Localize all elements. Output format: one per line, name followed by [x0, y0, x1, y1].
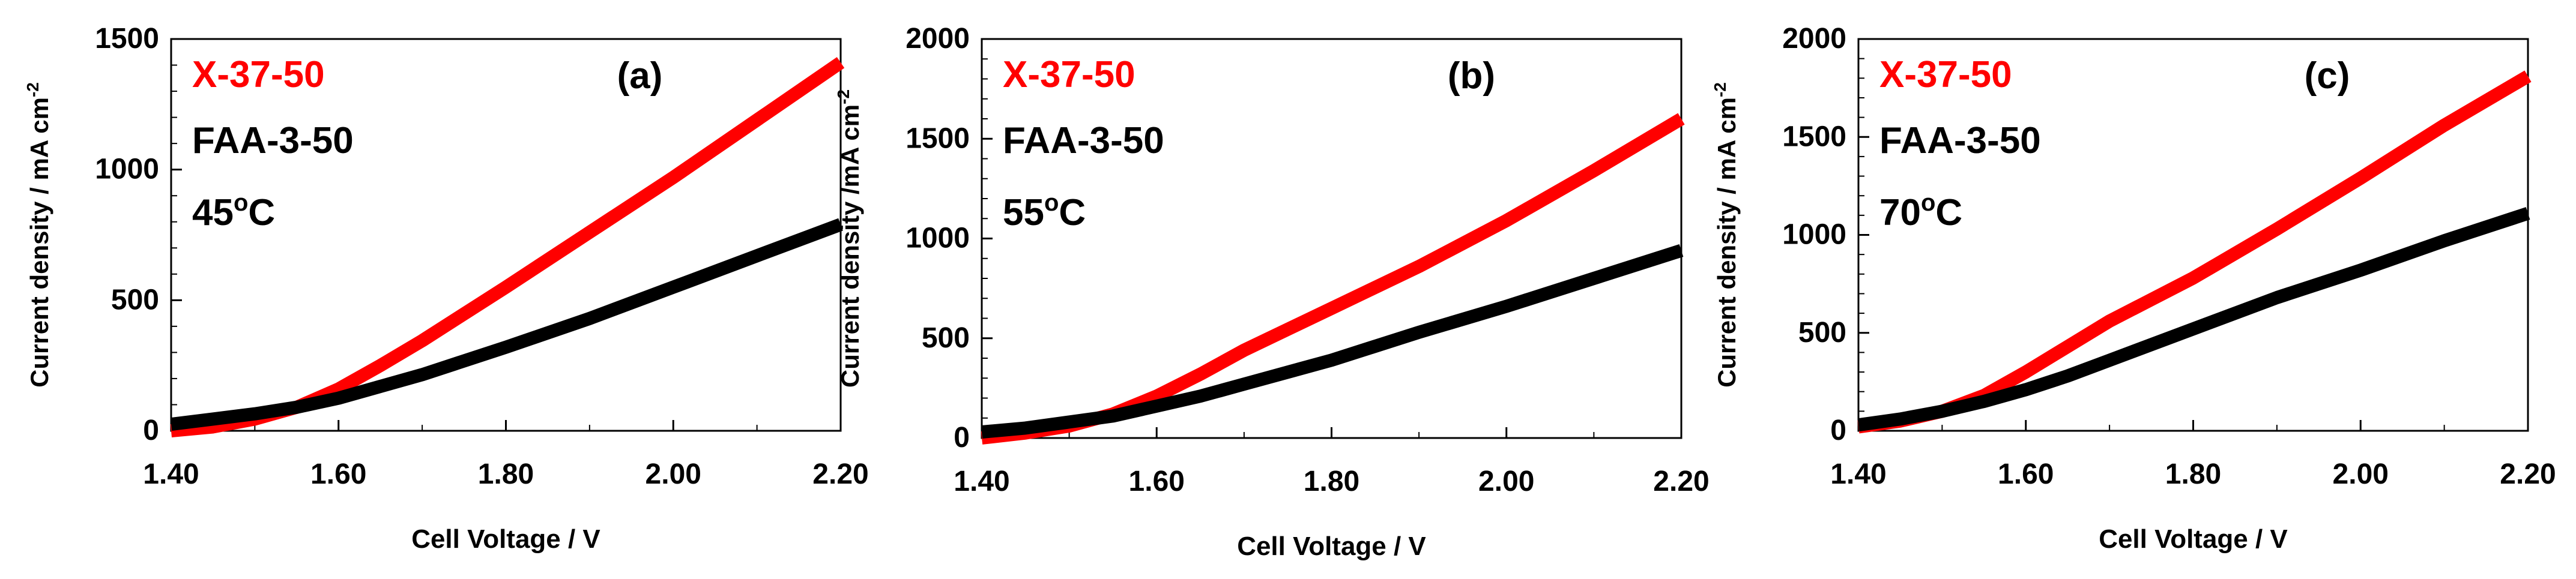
temperature-degree: o [1044, 190, 1059, 216]
series-line-x-37-50 [170, 57, 845, 437]
y-tick-label: 0 [1830, 415, 1846, 446]
temperature-label: 45oC [192, 190, 275, 233]
legend-label-faa-3-50: FAA-3-50 [192, 120, 354, 161]
chart-panel-2: 0 500 1000 1500 2000 1.40 1.60 1.80 2.00 2.20 Cell… [834, 23, 1710, 561]
temperature-value: 55 [1003, 192, 1044, 233]
legend-label-x-37-50: X-37-50 [1879, 54, 2012, 95]
y-axis-title-text: Current density / mA cm [1713, 97, 1741, 388]
y-axis-title-superscript: -2 [834, 89, 853, 104]
x-tick-label: 1.40 [143, 458, 199, 490]
x-tick-label: 2.00 [1478, 466, 1534, 497]
temperature-value: 45 [192, 192, 234, 233]
x-tick-label: 1.40 [1830, 458, 1886, 490]
panel-label: (b) [1448, 55, 1495, 97]
y-tick-label: 1000 [95, 154, 159, 185]
x-tick-label: 1.40 [954, 466, 1009, 497]
plot-frame [170, 38, 842, 432]
temperature-degree: o [1921, 190, 1935, 216]
temperature-value: 70 [1879, 192, 1921, 233]
y-tick-label: 2000 [906, 23, 970, 55]
series-line-faa-3-50 [170, 218, 843, 431]
plot-frame [1857, 38, 2529, 432]
x-tick-label: 1.80 [478, 458, 534, 490]
y-tick-label: 1000 [906, 223, 970, 254]
x-tick-label: 2.20 [1653, 466, 1709, 497]
y-axis-title-superscript: -2 [23, 82, 42, 97]
chart-panel-3: 0 500 1000 1500 2000 1.40 1.60 1.80 2.00 2.20 Cell… [1711, 23, 2556, 554]
temperature-degree: o [234, 190, 248, 216]
y-tick-label: 0 [143, 415, 159, 446]
y-tick-label: 0 [954, 422, 970, 454]
x-tick-label: 2.00 [2333, 458, 2389, 490]
x-axis-title: Cell Voltage / V [411, 524, 600, 554]
temperature-label: 55oC [1003, 190, 1086, 233]
y-axis-title-text: Current density /mA cm [836, 104, 864, 388]
panel-label: (c) [2305, 55, 2350, 97]
x-tick-label: 2.00 [646, 458, 701, 490]
x-axis-title: Cell Voltage / V [1237, 532, 1426, 561]
temperature-unit: C [1935, 192, 1962, 233]
y-tick-label: 1500 [95, 23, 159, 55]
x-tick-label: 1.60 [1129, 466, 1185, 497]
chart-panel-1: 0 500 1000 1500 1.40 1.60 1.80 2.00 2.20 Cell Vol… [23, 23, 869, 554]
y-tick-label: 2000 [1782, 23, 1846, 55]
y-axis-title: Current density /mA cm-2 [834, 89, 864, 388]
x-axis-title: Cell Voltage / V [2099, 524, 2288, 554]
y-tick-label: 500 [922, 322, 970, 354]
x-tick-label: 2.20 [812, 458, 868, 490]
y-tick-label: 1500 [906, 122, 970, 154]
series-line-faa-3-50 [1857, 207, 2530, 432]
x-tick-label: 1.60 [1998, 458, 2054, 490]
series-line-faa-3-50 [981, 244, 1684, 439]
x-tick-label: 2.20 [2500, 458, 2556, 490]
legend-label-faa-3-50: FAA-3-50 [1879, 120, 2041, 161]
x-tick-label: 1.60 [310, 458, 366, 490]
y-tick-label: 500 [111, 284, 159, 316]
temperature-label: 70oC [1879, 190, 1962, 233]
x-tick-label: 1.80 [1304, 466, 1359, 497]
legend-label-faa-3-50: FAA-3-50 [1003, 120, 1164, 161]
legend-label-x-37-50: X-37-50 [192, 54, 325, 95]
y-axis-title: Current density / mA cm-2 [23, 82, 53, 388]
x-tick-label: 1.80 [2165, 458, 2221, 490]
y-tick-label: 1000 [1782, 219, 1846, 251]
y-tick-label: 1500 [1782, 121, 1846, 152]
temperature-unit: C [1059, 192, 1086, 233]
temperature-unit: C [248, 192, 275, 233]
y-axis-title: Current density / mA cm-2 [1711, 82, 1741, 388]
legend-label-x-37-50: X-37-50 [1003, 54, 1135, 95]
y-axis-title-superscript: -2 [1711, 82, 1729, 97]
plot-frame [981, 38, 1683, 439]
y-tick-label: 500 [1798, 317, 1846, 349]
panel-label: (a) [617, 55, 663, 97]
y-axis-title-text: Current density / mA cm [25, 97, 53, 388]
